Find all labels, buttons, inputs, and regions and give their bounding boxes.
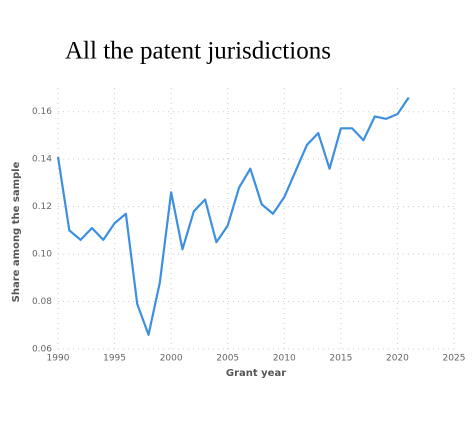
chart-title: All the patent jurisdictions — [65, 38, 331, 65]
y-tick-label: 0.12 — [32, 202, 52, 212]
y-tick-label: 0.06 — [32, 345, 52, 355]
x-tick-label: 2025 — [443, 354, 466, 364]
x-tick-label: 1995 — [103, 354, 126, 364]
y-tick-label: 0.10 — [32, 250, 52, 260]
x-tick-label: 2020 — [386, 354, 409, 364]
x-tick-label: 2015 — [329, 354, 352, 364]
line — [56, 96, 410, 336]
y-tick-label: 0.08 — [32, 297, 52, 307]
x-tick-label: 2000 — [160, 354, 183, 364]
x-axis-title: Grant year — [226, 368, 286, 379]
y-tick-label: 0.16 — [32, 107, 52, 117]
y-tick-label: 0.14 — [32, 155, 52, 165]
x-tick-label: 1990 — [47, 354, 70, 364]
x-tick-label: 2010 — [273, 354, 296, 364]
x-tick-label: 2005 — [216, 354, 239, 364]
y-axis-title: Share among the sample — [11, 161, 22, 302]
